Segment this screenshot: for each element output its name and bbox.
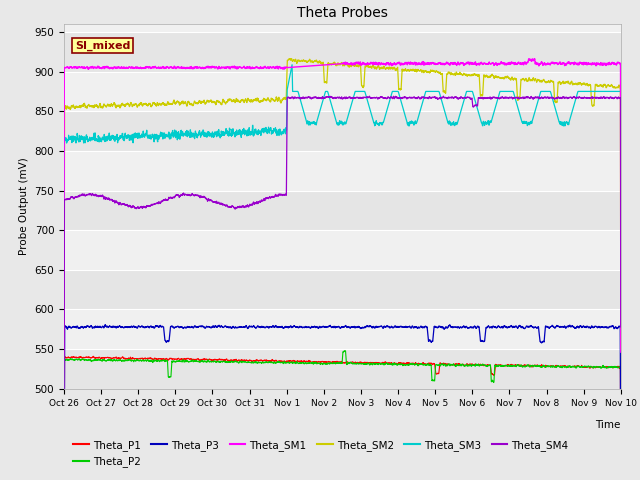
- Text: Time: Time: [595, 420, 621, 430]
- Bar: [64, 111, 621, 151]
- Bar: [64, 191, 621, 230]
- Bar: [64, 270, 621, 310]
- Bar: [64, 349, 621, 389]
- Bar: [64, 32, 621, 72]
- Y-axis label: Probe Output (mV): Probe Output (mV): [19, 157, 29, 255]
- Legend: Theta_P1, Theta_P2, Theta_P3, Theta_SM1, Theta_SM2, Theta_SM3, Theta_SM4: Theta_P1, Theta_P2, Theta_P3, Theta_SM1,…: [69, 436, 573, 471]
- Text: SI_mixed: SI_mixed: [75, 40, 131, 51]
- Title: Theta Probes: Theta Probes: [297, 6, 388, 20]
